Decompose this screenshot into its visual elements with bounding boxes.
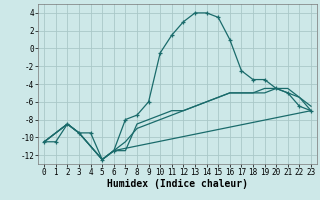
X-axis label: Humidex (Indice chaleur): Humidex (Indice chaleur) (107, 179, 248, 189)
